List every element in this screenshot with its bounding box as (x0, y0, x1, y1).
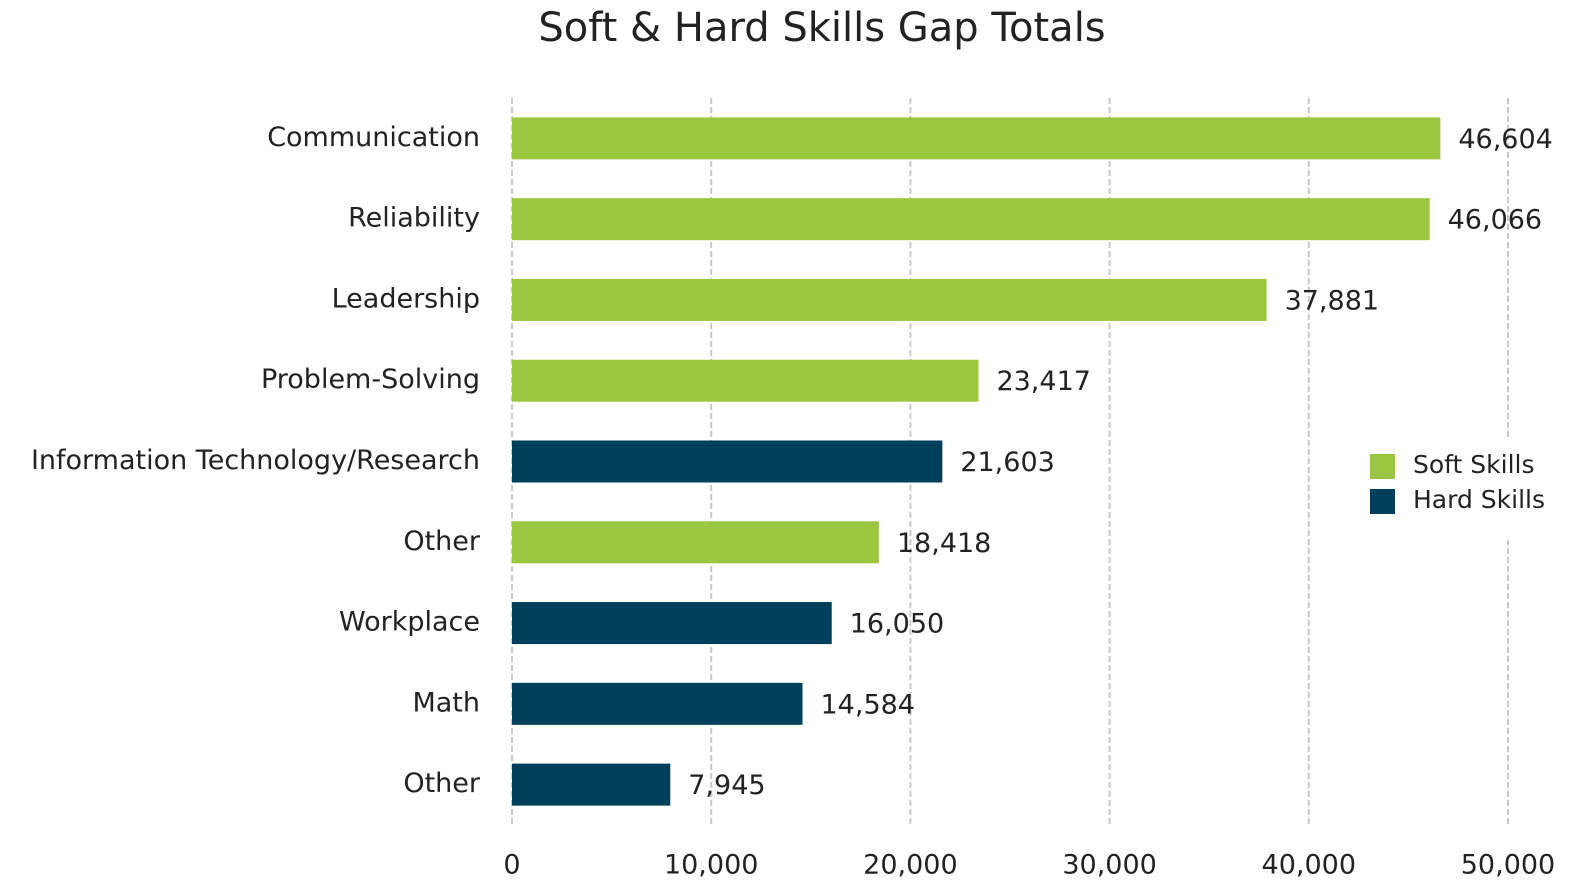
y-tick-label: Reliability (348, 203, 480, 234)
data-label: 37,881 (1285, 285, 1379, 316)
legend-label: Hard Skills (1413, 485, 1545, 514)
x-tick-label: 50,000 (1461, 850, 1555, 881)
bar (512, 440, 943, 483)
bar (512, 682, 803, 725)
y-tick-label: Communication (267, 122, 480, 153)
y-tick-label: Workplace (339, 607, 480, 638)
x-tick-label: 0 (503, 850, 520, 881)
legend-swatch (1370, 454, 1395, 479)
data-label: 18,418 (897, 528, 991, 559)
legend-swatch (1370, 489, 1395, 514)
data-label: 23,417 (996, 366, 1090, 397)
bar (512, 117, 1441, 160)
data-label: 46,604 (1458, 124, 1552, 155)
y-tick-label: Leadership (332, 283, 480, 314)
x-tick-label: 40,000 (1262, 850, 1356, 881)
legend-label: Soft Skills (1413, 450, 1534, 479)
y-tick-label: Other (403, 526, 481, 557)
y-tick-label: Other (403, 768, 481, 799)
data-label: 46,066 (1448, 205, 1542, 236)
bar (512, 359, 979, 402)
data-label: 16,050 (850, 609, 944, 640)
y-tick-label: Information Technology/Research (31, 445, 480, 476)
bar (512, 602, 832, 645)
bar (512, 521, 879, 564)
y-tick-label: Problem-Solving (261, 364, 480, 395)
bar (512, 278, 1267, 321)
chart-title: Soft & Hard Skills Gap Totals (538, 5, 1105, 51)
data-label: 7,945 (688, 770, 765, 801)
data-label: 21,603 (960, 447, 1054, 478)
bar (512, 763, 671, 806)
x-tick-label: 30,000 (1062, 850, 1156, 881)
bar (512, 198, 1430, 241)
x-tick-label: 20,000 (863, 850, 957, 881)
y-tick-label: Math (412, 687, 480, 718)
data-label: 14,584 (821, 689, 915, 720)
x-tick-label: 10,000 (664, 850, 758, 881)
